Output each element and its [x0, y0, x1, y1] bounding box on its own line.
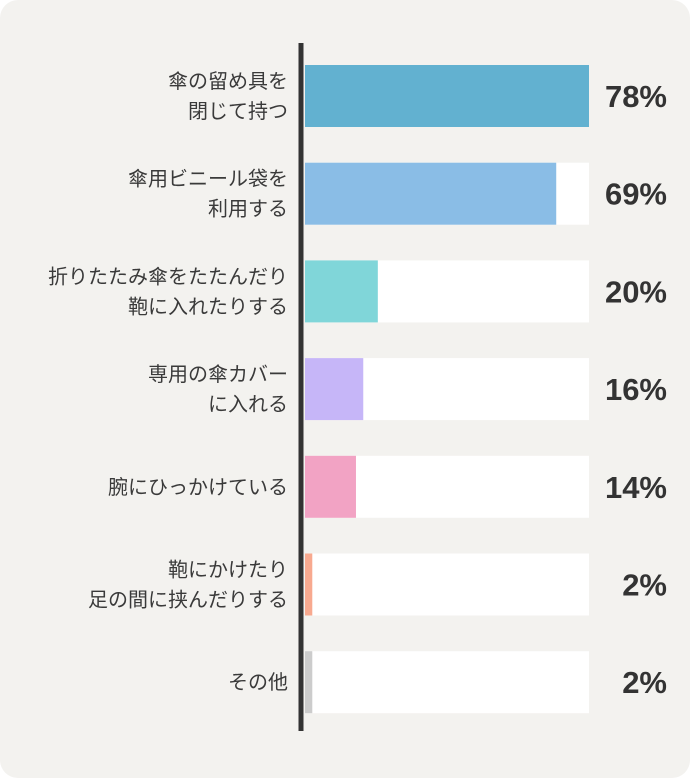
category-label: 鞄にかけたり足の間に挟んだりする	[88, 558, 288, 612]
bar	[305, 260, 378, 323]
bar	[305, 65, 589, 127]
category-label: 折りたたみ傘をたたんだり鞄に入れたりする	[48, 264, 288, 318]
category-label: 腕にひっかけている	[108, 475, 288, 499]
value-label: 16%	[605, 372, 667, 407]
bar	[305, 553, 313, 616]
value-label: 20%	[605, 274, 667, 309]
bar-track	[305, 553, 589, 616]
value-label: 69%	[605, 177, 667, 212]
category-label: 傘用ビニール袋を利用する	[128, 167, 288, 221]
bar	[305, 651, 313, 714]
category-label: その他	[228, 670, 288, 694]
bar	[305, 358, 364, 421]
category-label: 傘の留め具を閉じて持つ	[168, 69, 288, 123]
bar	[305, 162, 557, 225]
bar-track	[305, 651, 589, 714]
category-label: 専用の傘カバーに入れる	[148, 362, 288, 416]
y-axis-line	[298, 43, 304, 731]
value-label: 78%	[605, 79, 667, 114]
value-label: 14%	[605, 470, 667, 505]
value-label: 2%	[622, 568, 667, 603]
value-label: 2%	[622, 665, 667, 700]
bar	[305, 455, 356, 518]
